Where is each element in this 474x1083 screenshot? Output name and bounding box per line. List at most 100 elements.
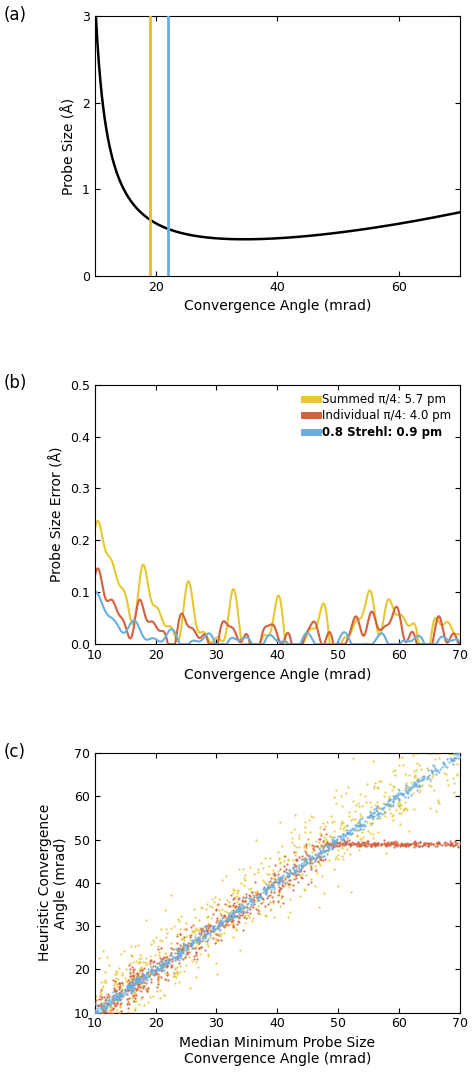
Point [391, 835, 398, 852]
Point [97, 1004, 105, 1021]
Point [339, 850, 347, 867]
Point [195, 931, 202, 949]
Point [397, 835, 404, 852]
Point [113, 988, 120, 1005]
Point [277, 889, 284, 906]
Point [135, 995, 143, 1013]
Point [178, 938, 185, 955]
Point [397, 836, 404, 853]
Point [292, 838, 300, 856]
Point [302, 866, 310, 884]
Point [264, 878, 272, 896]
Point [386, 792, 394, 809]
Point [130, 987, 137, 1004]
Point [180, 935, 188, 952]
Point [204, 938, 212, 955]
Point [344, 817, 351, 834]
Point [360, 836, 368, 853]
Point [371, 837, 378, 854]
Point [230, 882, 238, 899]
Point [235, 905, 242, 923]
Point [338, 812, 346, 830]
Point [380, 803, 388, 820]
Point [236, 899, 244, 916]
Point [120, 983, 128, 1001]
Point [346, 835, 354, 852]
Point [153, 964, 160, 981]
Point [115, 988, 122, 1005]
Point [204, 925, 211, 942]
Point [227, 886, 235, 903]
Point [442, 836, 449, 853]
Point [371, 836, 378, 853]
Point [312, 846, 319, 863]
Point [241, 869, 248, 886]
Point [306, 853, 313, 871]
Point [149, 931, 157, 949]
Point [342, 834, 349, 851]
Point [137, 974, 145, 991]
Point [98, 999, 106, 1016]
Point [446, 833, 454, 850]
Point [270, 878, 278, 896]
Point [126, 974, 133, 991]
Point [106, 996, 114, 1014]
Point [135, 970, 142, 988]
Point [243, 895, 251, 912]
Point [207, 897, 214, 914]
Point [217, 912, 225, 929]
Point [216, 915, 223, 932]
Point [119, 977, 127, 994]
Point [98, 986, 105, 1003]
Point [299, 848, 306, 865]
Point [366, 801, 374, 819]
Point [228, 910, 236, 927]
Point [99, 994, 106, 1012]
Point [221, 910, 229, 927]
Point [198, 932, 205, 950]
Point [142, 912, 150, 929]
Point [454, 744, 461, 761]
Point [135, 973, 143, 990]
Point [419, 836, 427, 853]
Point [275, 872, 283, 889]
Point [329, 833, 337, 850]
Point [130, 969, 138, 987]
Point [98, 1004, 105, 1021]
Point [128, 958, 136, 976]
Point [415, 783, 422, 800]
Point [191, 950, 198, 967]
Point [140, 966, 148, 983]
Point [92, 1004, 100, 1021]
Point [264, 882, 271, 899]
Point [354, 818, 362, 835]
Point [261, 879, 268, 897]
Point [372, 835, 380, 852]
Point [163, 956, 170, 974]
Point [216, 912, 223, 929]
Point [116, 986, 124, 1003]
Point [202, 922, 210, 939]
Point [319, 833, 327, 850]
Point [289, 859, 297, 876]
Point [332, 835, 340, 852]
Point [344, 824, 352, 841]
Point [100, 999, 108, 1016]
Point [129, 961, 137, 978]
Point [320, 836, 328, 853]
Point [359, 815, 367, 833]
Point [192, 931, 200, 949]
Point [210, 893, 218, 911]
Point [353, 821, 361, 838]
Point [134, 975, 141, 992]
Point [127, 977, 135, 994]
Point [189, 934, 197, 951]
Point [328, 831, 336, 848]
Point [369, 808, 376, 825]
Point [367, 837, 374, 854]
Point [115, 1004, 122, 1021]
Point [210, 917, 218, 935]
Point [379, 806, 386, 823]
Point [295, 857, 303, 874]
Point [109, 988, 116, 1005]
